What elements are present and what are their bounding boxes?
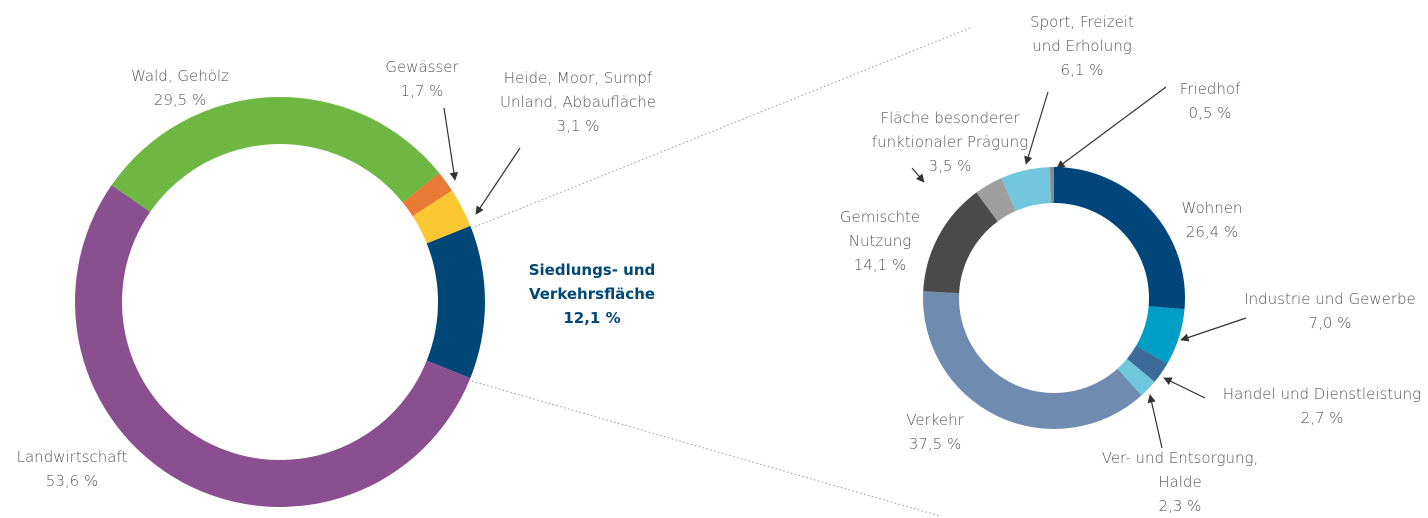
category-name: Gewässer [385, 58, 459, 76]
connector-line [467, 379, 941, 516]
segment-label: Gewässer 1,7 % [385, 55, 458, 103]
segment-label: Industrie und Gewerbe 7,0 % [1244, 287, 1416, 335]
category-name: Fläche besonderer funktionaler Prägung [871, 109, 1029, 151]
leader-arrow [1180, 317, 1247, 342]
category-name: Industrie und Gewerbe [1244, 290, 1416, 308]
value-label: 2,3 % [1158, 497, 1202, 515]
value-label: 7,0 % [1308, 314, 1352, 332]
value-label: 14,1 % [853, 256, 907, 274]
category-name: Friedhof [1179, 80, 1241, 98]
value-label: 2,7 % [1300, 409, 1344, 427]
donut-segment [426, 225, 486, 379]
segment-label: Landwirtschaft 53,6 % [17, 445, 128, 493]
segment-label: Friedhof 0,5 % [1180, 77, 1241, 125]
category-name: Ver- und Entsorgung, Halde [1101, 449, 1259, 491]
segment-label: Heide, Moor, Sumpf Unland, Abbaufläche 3,… [500, 66, 656, 138]
leader-arrow [443, 107, 459, 181]
category-name: Handel und Dienstleistung [1222, 385, 1422, 403]
segment-label: Wohnen 26,4 % [1182, 196, 1243, 244]
segment-label: Fläche besonderer funktionaler Prägung 3,… [872, 106, 1028, 178]
segment-label: Wald, Gehölz 29,5 % [131, 64, 229, 112]
donut-segment [1126, 345, 1168, 382]
donut-segment [923, 192, 998, 294]
donut-segment [412, 190, 471, 244]
leader-arrow [475, 147, 521, 215]
donut-segment [1117, 358, 1155, 396]
leader-arrow [1056, 86, 1167, 169]
donut-segment [1054, 167, 1185, 310]
segment-label: Siedlungs- und Verkehrsfläche 12,1 % [529, 258, 656, 330]
leader-arrows [443, 86, 1247, 449]
connector-line [471, 27, 971, 229]
value-label: 26,4 % [1185, 223, 1239, 241]
segment-label: Verkehr 37,5 % [906, 408, 964, 456]
segment-label: Handel und Dienstleistung 2,7 % [1223, 382, 1421, 430]
donut-segment [402, 172, 453, 217]
value-label: 3,1 % [556, 117, 600, 135]
donut-segment [976, 178, 1016, 222]
segment-label: Ver- und Entsorgung, Halde 2,3 % [1102, 446, 1259, 518]
leader-arrow [1147, 394, 1163, 449]
value-label: 3,5 % [928, 157, 972, 175]
category-name: Siedlungs- und Verkehrsfläche [528, 261, 656, 303]
connectors [467, 27, 971, 516]
value-label: 53,6 % [45, 472, 99, 490]
category-name: Heide, Moor, Sumpf Unland, Abbaufläche [499, 69, 657, 111]
donut-segment [75, 185, 471, 507]
value-label: 0,5 % [1188, 104, 1232, 122]
category-name: Landwirtschaft [16, 448, 128, 466]
category-name: Wohnen [1181, 199, 1243, 217]
donut-segment [1136, 306, 1185, 364]
donut-segment [923, 291, 1142, 429]
leader-arrow [1163, 377, 1206, 399]
category-name: Gemischte Nutzung [839, 208, 921, 250]
value-label: 29,5 % [153, 91, 207, 109]
segment-label: Gemischte Nutzung 14,1 % [840, 205, 920, 277]
category-name: Sport, Freizeit und Erholung [1030, 13, 1134, 55]
donut-segment [1049, 167, 1054, 204]
category-name: Wald, Gehölz [131, 67, 229, 85]
value-label: 37,5 % [908, 435, 962, 453]
value-label: 1,7 % [400, 82, 444, 100]
category-name: Verkehr [906, 411, 964, 429]
donut-segment [111, 96, 440, 212]
segment-label: Sport, Freizeit und Erholung 6,1 % [1030, 10, 1134, 82]
value-label: 12,1 % [563, 309, 621, 327]
value-label: 6,1 % [1060, 61, 1104, 79]
donut-segment [1001, 167, 1052, 212]
leader-arrow [1024, 91, 1049, 165]
leader-arrow [911, 167, 925, 183]
